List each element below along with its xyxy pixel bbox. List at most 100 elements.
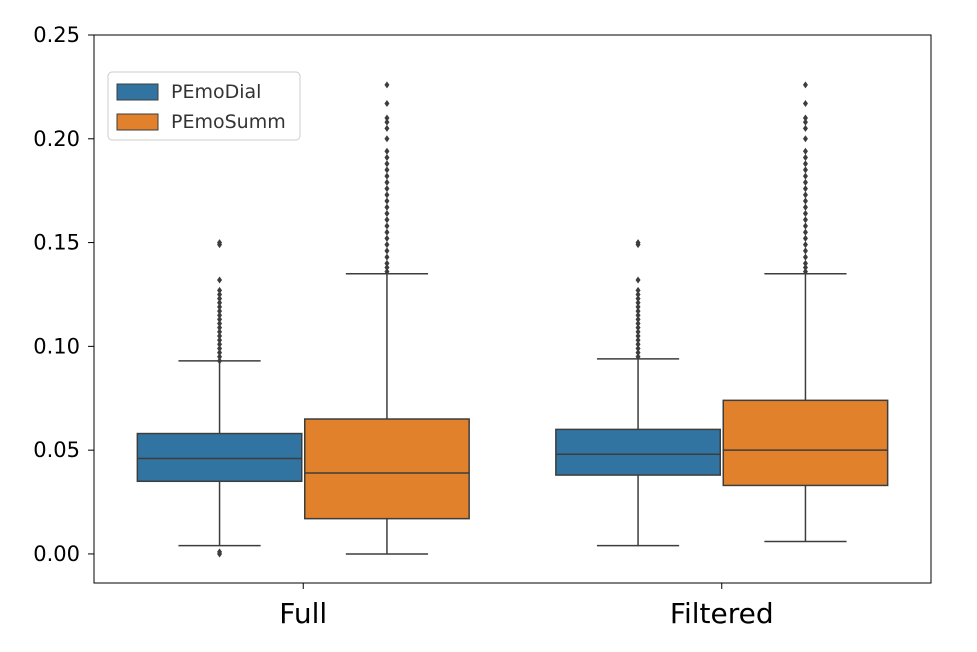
outlier-point (384, 216, 390, 224)
outlier-point (635, 303, 641, 311)
y-tick-label: 0.15 (33, 231, 80, 255)
outlier-point (217, 332, 223, 340)
plot-frame (93, 34, 932, 584)
x-tick-label-full: Full (279, 597, 327, 630)
box-pemosumm-filtered (722, 81, 889, 543)
outlier-point (802, 197, 808, 205)
outlier-point (384, 135, 390, 143)
outlier-point (384, 263, 390, 271)
outlier-point (384, 153, 390, 161)
box-pemodial-full (136, 239, 303, 558)
outlier-point (635, 349, 641, 357)
outlier-point (802, 153, 808, 161)
outlier-point (802, 114, 808, 122)
outlier-point (802, 135, 808, 143)
legend: PEmoDial PEmoSumm (107, 71, 301, 141)
outlier-point (802, 81, 808, 89)
outlier-point (217, 276, 223, 284)
outlier-point (384, 160, 390, 168)
outlier-point (635, 344, 641, 352)
outlier-point (802, 118, 808, 126)
outlier-point (384, 100, 390, 107)
outlier-point (384, 172, 390, 180)
outlier-point (802, 185, 808, 193)
outlier-point (635, 336, 641, 344)
y-tick-label: 0.00 (33, 542, 80, 566)
outlier-point (217, 303, 223, 311)
outlier-point (384, 210, 390, 218)
outlier-point (217, 290, 223, 298)
outlier-point (217, 320, 223, 328)
outlier-point (802, 100, 808, 107)
outlier-point (217, 307, 223, 315)
outlier-point (635, 324, 641, 332)
outlier-point (384, 247, 390, 255)
outlier-point (635, 295, 641, 303)
outlier-point (635, 299, 641, 307)
outlier-point (635, 276, 641, 284)
outlier-point (384, 228, 390, 236)
outlier-point (217, 336, 223, 344)
outlier-point (802, 178, 808, 186)
outlier-point (384, 203, 390, 211)
outlier-point (217, 295, 223, 303)
iqr-box-pemosumm-filtered (722, 399, 889, 487)
iqr-box-pemodial-full (136, 432, 303, 483)
outlier-point (802, 247, 808, 255)
outlier-point (217, 328, 223, 336)
legend-label-pemodial: PEmoDial (171, 81, 261, 103)
outlier-point (217, 311, 223, 319)
outlier-point (635, 239, 641, 247)
outlier-point (384, 222, 390, 230)
y-tick-label: 0.10 (33, 334, 80, 358)
outlier-point (802, 253, 808, 261)
outlier-point (217, 353, 223, 361)
outlier-point (802, 160, 808, 168)
outlier-point (384, 118, 390, 126)
outlier-point (635, 328, 641, 336)
outlier-point (217, 344, 223, 352)
x-tick-label-filtered: Filtered (670, 597, 774, 630)
outlier-point (217, 357, 223, 365)
outlier-point (635, 311, 641, 319)
outlier-point (217, 239, 223, 247)
outlier-point (802, 166, 808, 174)
outlier-point (217, 340, 223, 348)
outlier-point (802, 124, 808, 132)
axes: 0.00 0.05 0.10 0.15 0.20 0.25 Full Filtered (33, 23, 932, 630)
outlier-point (802, 216, 808, 224)
iqr-box-pemodial-filtered (555, 428, 721, 476)
outlier-point (384, 241, 390, 249)
outlier-point (802, 147, 808, 155)
legend-label-pemosumm: PEmoSumm (171, 111, 286, 133)
outlier-point (217, 324, 223, 332)
outlier-point (635, 332, 641, 340)
outlier-point (384, 147, 390, 155)
box-pemosumm-full (304, 81, 470, 555)
outlier-point (217, 299, 223, 307)
y-tick-label: 0.25 (33, 23, 80, 47)
outlier-point (802, 241, 808, 249)
outlier-point (384, 253, 390, 261)
outlier-point (384, 234, 390, 242)
outlier-point (384, 268, 390, 276)
outlier-point (802, 191, 808, 199)
outlier-point (384, 166, 390, 174)
outlier-point (802, 259, 808, 267)
outlier-point (217, 548, 223, 556)
outlier-point (635, 307, 641, 315)
box-pemodial-filtered (555, 239, 721, 547)
outlier-point (802, 222, 808, 230)
outlier-point (384, 191, 390, 199)
outlier-point (384, 259, 390, 267)
outlier-point (802, 268, 808, 276)
plot-area (136, 81, 889, 558)
outlier-point (384, 124, 390, 132)
outlier-point (217, 315, 223, 323)
y-tick-label: 0.05 (33, 438, 80, 462)
outlier-point (635, 315, 641, 323)
outlier-point (635, 320, 641, 328)
outlier-point (802, 234, 808, 242)
outlier-point (635, 340, 641, 348)
